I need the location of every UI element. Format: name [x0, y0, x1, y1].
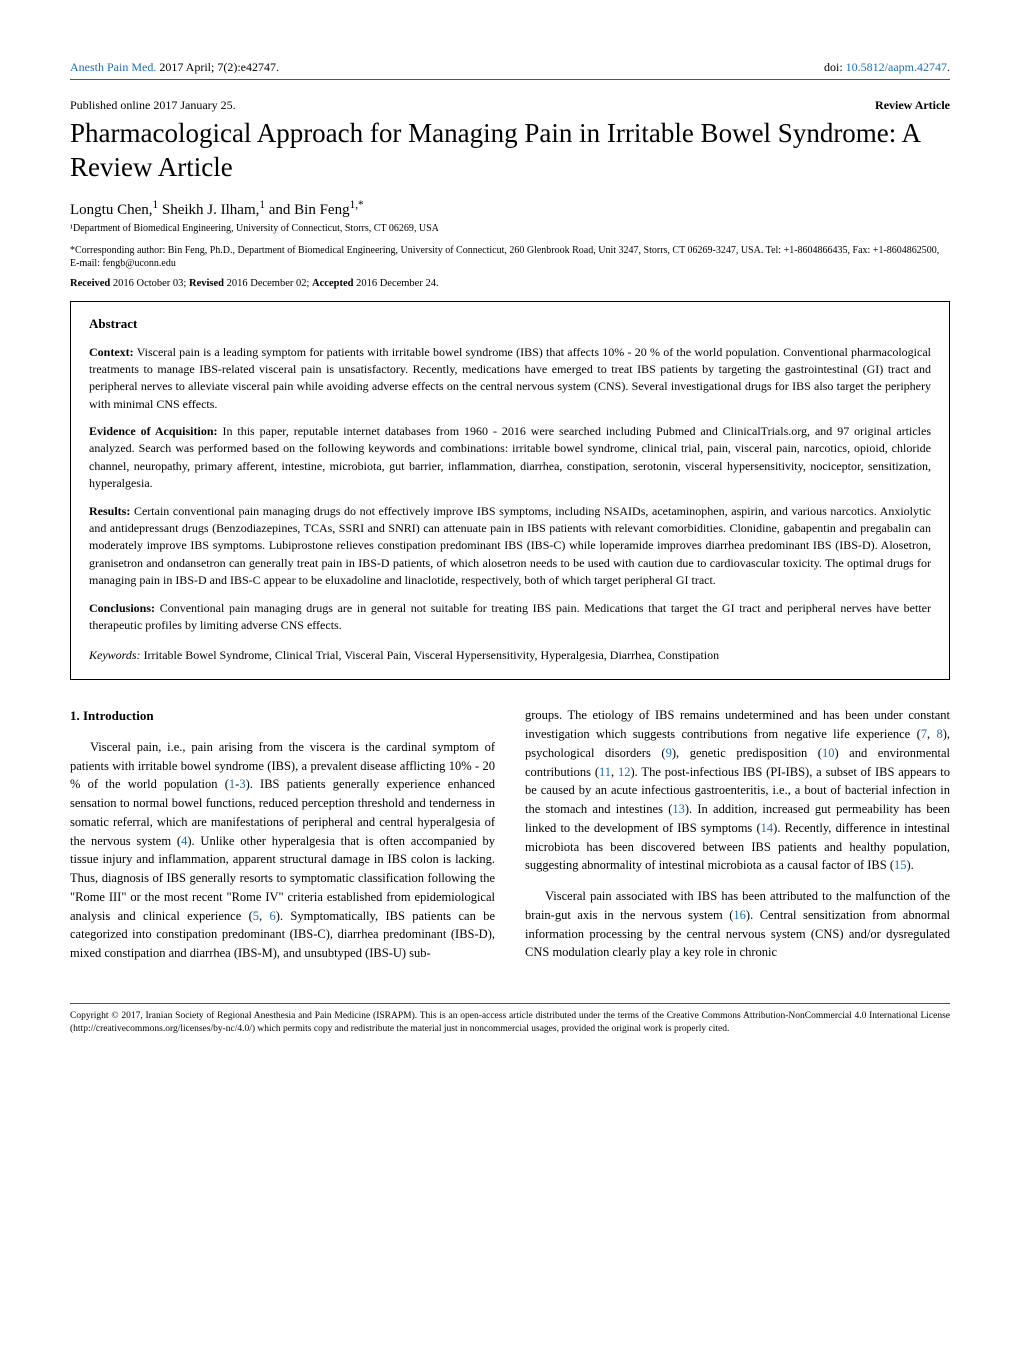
- body-columns: 1. Introduction Visceral pain, i.e., pai…: [70, 706, 950, 975]
- corresponding-author: *Corresponding author: Bin Feng, Ph.D., …: [70, 244, 950, 270]
- keywords-row: Keywords: Irritable Bowel Syndrome, Clin…: [89, 648, 931, 663]
- ref-13[interactable]: 13: [672, 802, 685, 816]
- pub-online-text: Published online 2017 January 25.: [70, 98, 236, 113]
- article-title: Pharmacological Approach for Managing Pa…: [70, 117, 950, 185]
- results-text: Certain conventional pain managing drugs…: [89, 504, 931, 588]
- header-row: Anesth Pain Med. 2017 April; 7(2):e42747…: [70, 60, 950, 75]
- abstract-evidence: Evidence of Acquisition: In this paper, …: [89, 423, 931, 493]
- article-dates: Received 2016 October 03; Revised 2016 D…: [70, 278, 950, 289]
- intro-para-1-cont: groups. The etiology of IBS remains unde…: [525, 706, 950, 875]
- column-left: 1. Introduction Visceral pain, i.e., pai…: [70, 706, 495, 975]
- affiliation: ¹Department of Biomedical Engineering, U…: [70, 223, 950, 234]
- abstract-title: Abstract: [89, 316, 931, 332]
- received-label: Received: [70, 278, 110, 289]
- keywords-text: Irritable Bowel Syndrome, Clinical Trial…: [144, 648, 720, 662]
- article-type: Review Article: [875, 98, 950, 113]
- intro-para-2: Visceral pain associated with IBS has be…: [525, 887, 950, 962]
- ref-12[interactable]: 12: [618, 765, 631, 779]
- context-text: Visceral pain is a leading symptom for p…: [89, 345, 931, 411]
- footer-rule: [70, 1003, 950, 1004]
- authors: Longtu Chen,1 Sheikh J. Ilham,1 and Bin …: [70, 199, 950, 219]
- column-right: groups. The etiology of IBS remains unde…: [525, 706, 950, 975]
- revised-date: 2016 December 02;: [227, 278, 310, 289]
- abstract-conclusions: Conclusions: Conventional pain managing …: [89, 600, 931, 635]
- abstract-context: Context: Visceral pain is a leading symp…: [89, 344, 931, 414]
- context-label: Context:: [89, 345, 134, 359]
- ref-15[interactable]: 15: [894, 858, 907, 872]
- issue-text: 2017 April; 7(2):e42747.: [159, 60, 279, 74]
- accepted-date: 2016 December 24.: [356, 278, 439, 289]
- ref-16[interactable]: 16: [733, 908, 746, 922]
- accepted-label: Accepted: [312, 278, 353, 289]
- keywords-label: Keywords:: [89, 648, 141, 662]
- ref-11[interactable]: 11: [599, 765, 611, 779]
- received-date: 2016 October 03;: [113, 278, 187, 289]
- ref-14[interactable]: 14: [761, 821, 774, 835]
- abstract-box: Abstract Context: Visceral pain is a lea…: [70, 301, 950, 681]
- revised-label: Revised: [189, 278, 224, 289]
- abstract-results: Results: Certain conventional pain manag…: [89, 503, 931, 590]
- doi-link[interactable]: 10.5812/aapm.42747: [846, 60, 947, 74]
- evidence-label: Evidence of Acquisition:: [89, 424, 218, 438]
- copyright-text: Copyright © 2017, Iranian Society of Reg…: [70, 1010, 950, 1036]
- doi-label: doi:: [824, 60, 843, 74]
- conclusions-label: Conclusions:: [89, 601, 155, 615]
- journal-link[interactable]: Anesth Pain Med.: [70, 60, 156, 74]
- intro-heading: 1. Introduction: [70, 706, 495, 726]
- ref-10[interactable]: 10: [822, 746, 835, 760]
- header-rule: [70, 79, 950, 80]
- results-label: Results:: [89, 504, 130, 518]
- intro-para-1: Visceral pain, i.e., pain arising from t…: [70, 738, 495, 963]
- conclusions-text: Conventional pain managing drugs are in …: [89, 601, 931, 632]
- pub-row: Published online 2017 January 25. Review…: [70, 98, 950, 113]
